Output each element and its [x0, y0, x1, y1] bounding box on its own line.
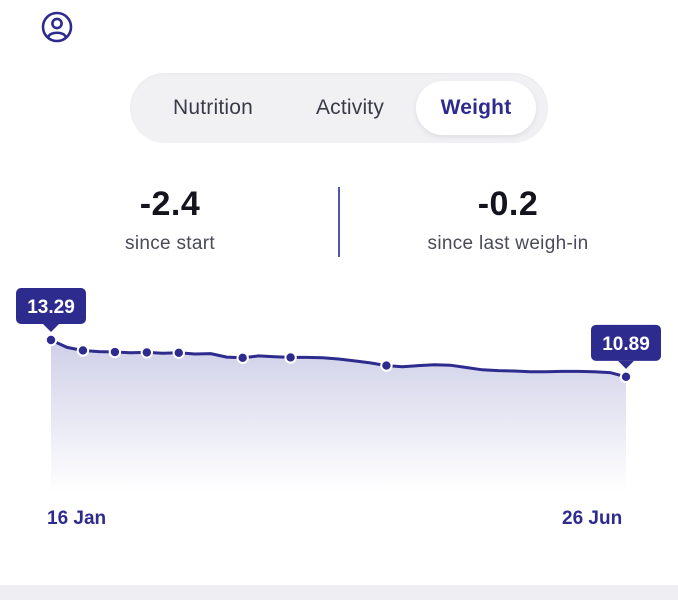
chart-end-date: 26 Jun — [562, 508, 623, 529]
segmented-tab-control: Nutrition Activity Weight — [130, 73, 548, 143]
start-value-label: 13.29 — [27, 297, 75, 318]
weigh-in-point[interactable] — [380, 359, 393, 372]
weigh-in-point[interactable] — [236, 351, 249, 365]
tab-nutrition[interactable]: Nutrition — [173, 96, 253, 119]
tab-activity[interactable]: Activity — [315, 96, 385, 119]
weigh-in-point[interactable] — [284, 351, 297, 364]
weigh-in-point[interactable] — [76, 344, 90, 357]
weight-chart: 13.29 10.89 — [16, 288, 661, 492]
stats-divider — [338, 187, 340, 257]
since-start-value: -2.4 — [139, 185, 201, 223]
weigh-in-point[interactable] — [619, 370, 633, 384]
weigh-in-point[interactable] — [108, 345, 122, 359]
bottom-bar — [0, 585, 678, 600]
weigh-in-point[interactable] — [140, 346, 154, 359]
weigh-in-point[interactable] — [172, 346, 185, 359]
since-last-label: since last weigh-in — [427, 233, 589, 254]
end-value-badge: 10.89 — [591, 324, 661, 369]
end-value-label: 10.89 — [602, 334, 650, 355]
since-start-stat: -2.4 since start — [60, 184, 280, 256]
profile-button[interactable] — [40, 10, 74, 44]
since-last-value: -0.2 — [477, 185, 539, 223]
weigh-in-point[interactable] — [44, 333, 58, 347]
user-circle-icon — [41, 11, 73, 43]
since-start-label: since start — [125, 233, 215, 254]
since-last-stat: -0.2 since last weigh-in — [390, 184, 626, 256]
start-value-badge: 13.29 — [16, 288, 86, 332]
chart-area-fill — [51, 340, 626, 492]
chart-start-date: 16 Jan — [47, 508, 107, 529]
tab-weight[interactable]: Weight — [416, 81, 536, 135]
